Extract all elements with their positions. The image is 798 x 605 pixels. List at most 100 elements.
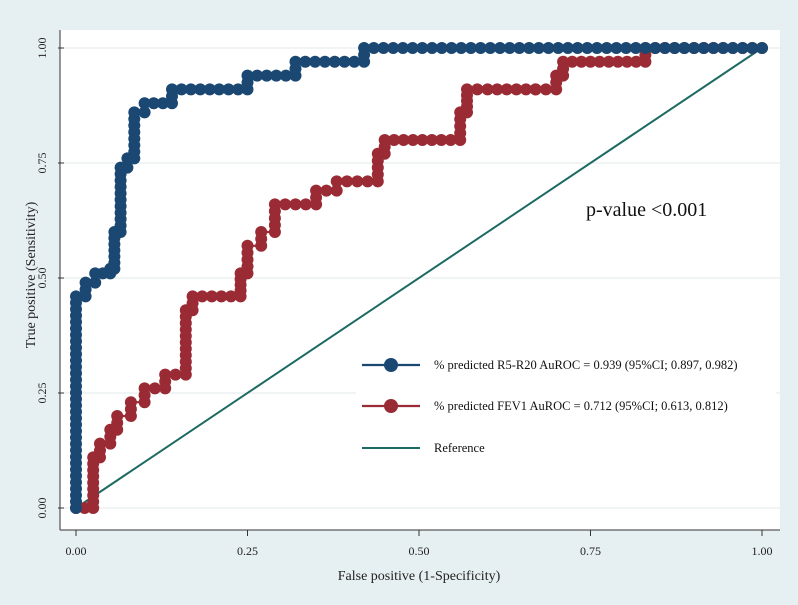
point-r5r20	[89, 276, 102, 289]
legend-stats-r5r20: = 0.939 (95%CI; 0.897, 0.982)	[580, 358, 737, 372]
legend-marker-r5r20	[384, 358, 398, 372]
point-r5r20	[270, 69, 283, 82]
series-layer	[70, 42, 768, 514]
x-tick-label: 0.50	[409, 544, 430, 558]
point-fev1	[611, 55, 624, 68]
point-fev1	[557, 55, 570, 68]
y-tick-label: 0.25	[35, 383, 49, 404]
point-fev1	[299, 198, 312, 211]
point-fev1	[94, 437, 106, 450]
point-fev1	[602, 55, 615, 68]
point-r5r20	[232, 83, 245, 96]
point-fev1	[566, 55, 579, 68]
legend-item-fev1: % predicted FEV1 AuROC = 0.712 (95%CI; 0…	[362, 399, 728, 413]
x-tick-label: 1.00	[752, 544, 773, 558]
point-r5r20	[318, 55, 331, 68]
point-r5r20	[416, 42, 429, 54]
point-fev1	[241, 239, 254, 252]
point-fev1	[361, 175, 374, 188]
point-fev1	[330, 184, 343, 197]
point-r5r20	[79, 276, 92, 289]
point-r5r20	[600, 42, 613, 54]
series-r5r20	[70, 42, 768, 514]
point-fev1	[481, 83, 494, 96]
point-r5r20	[532, 42, 545, 54]
point-r5r20	[591, 42, 603, 54]
point-fev1	[435, 134, 448, 146]
point-r5r20	[406, 42, 419, 54]
point-r5r20	[128, 106, 141, 119]
point-r5r20	[717, 42, 730, 54]
point-fev1	[593, 55, 606, 68]
series-line-reference	[75, 47, 763, 509]
point-r5r20	[639, 42, 652, 54]
point-fev1	[510, 83, 523, 96]
point-r5r20	[194, 83, 207, 96]
legend-box	[356, 345, 776, 470]
point-r5r20	[668, 42, 681, 54]
point-r5r20	[156, 97, 169, 110]
point-r5r20	[629, 42, 642, 54]
point-r5r20	[513, 42, 526, 54]
point-fev1	[320, 184, 333, 197]
point-fev1	[351, 175, 364, 188]
legend-item-r5r20: % predicted R5-R20 AuROC = 0.939 (95%CI;…	[362, 358, 738, 372]
point-r5r20	[175, 83, 188, 96]
point-r5r20	[697, 42, 710, 54]
legend-label-r5r20: % predicted R5-R20 AuROC	[434, 358, 580, 372]
point-r5r20	[289, 55, 302, 68]
series-reference	[75, 47, 763, 509]
point-fev1	[124, 396, 137, 409]
point-fev1	[78, 502, 91, 514]
point-fev1	[584, 55, 597, 68]
legend-label-fev1: % predicted FEV1 AuROC	[434, 399, 570, 413]
point-r5r20	[328, 55, 341, 68]
point-r5r20	[377, 42, 390, 54]
point-fev1	[215, 290, 228, 303]
point-fev1	[196, 290, 209, 303]
point-r5r20	[241, 69, 254, 82]
point-r5r20	[620, 42, 633, 54]
point-fev1	[111, 410, 124, 422]
y-tick-label: 1.00	[35, 38, 49, 59]
point-r5r20	[279, 69, 292, 82]
point-r5r20	[726, 42, 739, 54]
point-r5r20	[484, 42, 497, 54]
point-r5r20	[756, 42, 768, 54]
point-r5r20	[561, 42, 574, 54]
point-fev1	[575, 55, 588, 68]
point-r5r20	[260, 69, 273, 82]
point-fev1	[471, 83, 484, 96]
point-r5r20	[610, 42, 623, 54]
point-fev1	[444, 134, 457, 146]
point-fev1	[138, 382, 151, 395]
point-r5r20	[147, 97, 160, 110]
point-r5r20	[494, 42, 506, 54]
y-tick-label: 0.75	[35, 153, 49, 174]
point-r5r20	[746, 42, 759, 54]
point-r5r20	[688, 42, 701, 54]
point-r5r20	[455, 42, 468, 54]
point-r5r20	[659, 42, 671, 54]
point-fev1	[529, 83, 542, 96]
legend-stats-fev1: = 0.712 (95%CI; 0.613, 0.812)	[570, 399, 727, 413]
point-fev1	[148, 382, 161, 395]
point-r5r20	[474, 42, 487, 54]
point-r5r20	[396, 42, 409, 54]
svg-text:% predicted R5-R20 AuROC = 0.9: % predicted R5-R20 AuROC = 0.939 (95%CI;…	[434, 358, 738, 372]
point-fev1	[205, 290, 218, 303]
point-r5r20	[387, 42, 400, 54]
point-fev1	[461, 83, 473, 96]
point-r5r20	[367, 42, 380, 54]
point-fev1	[225, 290, 237, 303]
point-fev1	[310, 184, 323, 197]
point-r5r20	[121, 161, 134, 174]
point-fev1	[330, 175, 343, 188]
point-r5r20	[299, 55, 312, 68]
point-r5r20	[222, 83, 235, 96]
point-r5r20	[309, 55, 322, 68]
point-fev1	[378, 134, 391, 146]
point-fev1	[279, 198, 292, 211]
p-value-annotation: p-value <0.001	[586, 199, 707, 221]
